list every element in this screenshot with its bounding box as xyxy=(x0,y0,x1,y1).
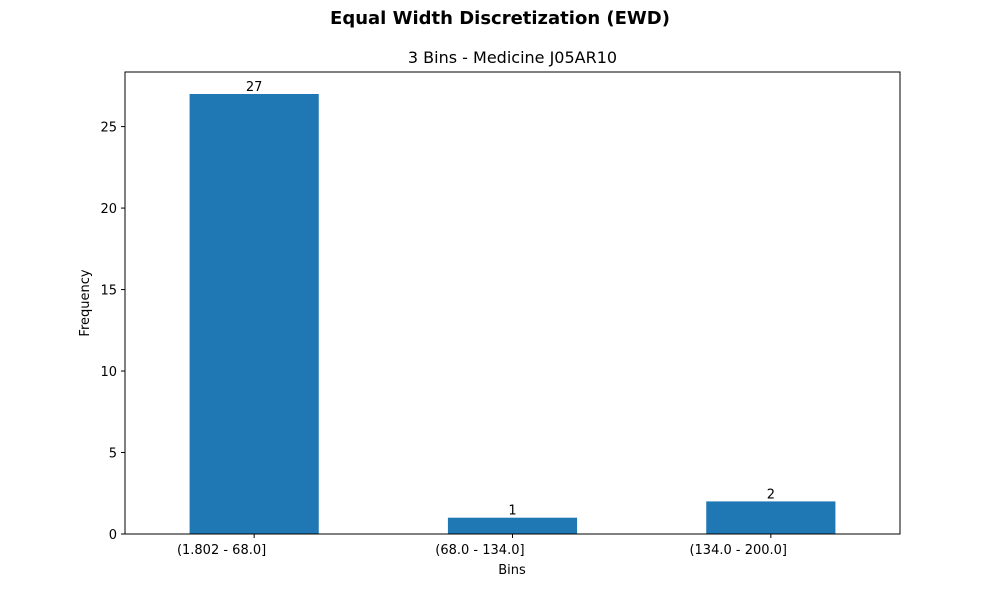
y-tick-label-15: 15 xyxy=(100,284,117,299)
bar-value-label-3: 2 xyxy=(767,487,775,502)
bar-value-label-2: 1 xyxy=(508,504,516,519)
bar-labels-group: 27 1 2 xyxy=(246,80,775,519)
bar-3 xyxy=(706,501,836,534)
x-axis-ticks: (1.802 - 68.0] (68.0 - 134.0] (134.0 - 200… xyxy=(177,534,787,558)
y-tick-label-10: 10 xyxy=(100,365,117,380)
y-tick-label-20: 20 xyxy=(100,202,117,217)
bar-1 xyxy=(189,94,319,534)
chart-title: 3 Bins - Medicine J05AR10 xyxy=(407,48,618,67)
bars-group xyxy=(189,94,836,534)
x-tick-label-3: (134.0 - 200.0] xyxy=(689,543,787,558)
y-axis-label: Frequency xyxy=(78,269,93,336)
x-tick-label-1: (1.802 - 68.0] xyxy=(177,543,266,558)
bar-value-label-1: 27 xyxy=(246,80,263,95)
x-axis-label: Bins xyxy=(498,563,526,578)
figure-suptitle: Equal Width Discretization (EWD) xyxy=(330,8,670,29)
y-tick-label-5: 5 xyxy=(109,447,117,462)
x-tick-label-2: (68.0 - 134.0] xyxy=(435,543,524,558)
y-tick-label-25: 25 xyxy=(100,121,117,136)
bar-2 xyxy=(447,517,578,534)
y-axis-ticks: 0 5 10 15 20 25 xyxy=(100,121,125,543)
y-tick-label-0: 0 xyxy=(109,528,117,543)
